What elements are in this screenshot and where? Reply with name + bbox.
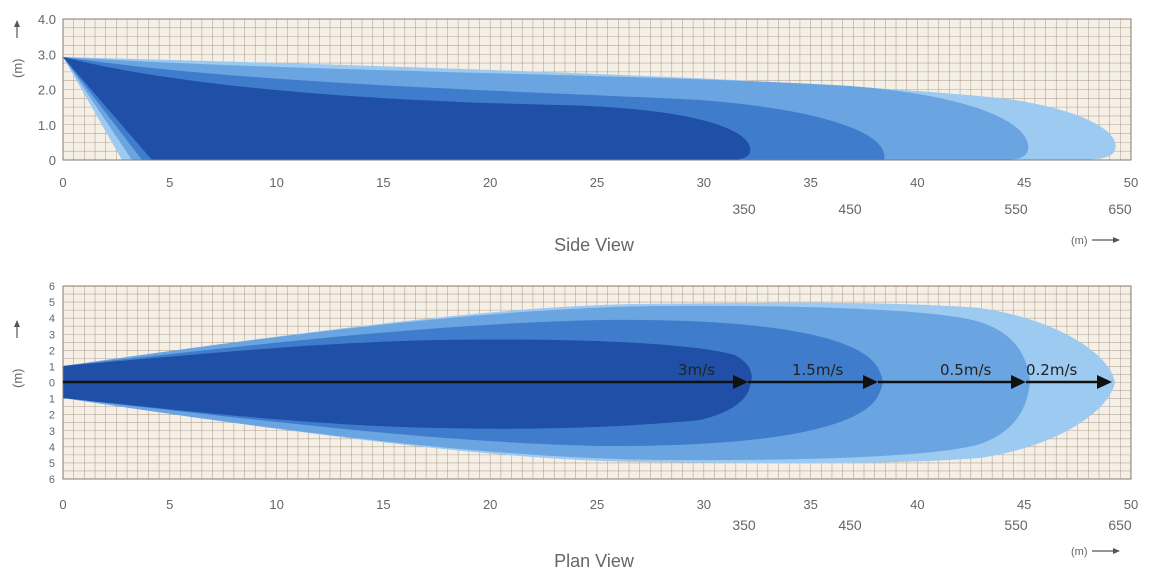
side-view-frame [62,18,1132,161]
secondary-tick-label: 350 [732,517,756,533]
plan-view-title: Plan View [554,551,635,571]
velocity-arrows [63,375,1112,389]
arrow-head-icon [863,375,878,389]
y-tick-label: 2.0 [38,83,56,98]
velocity-label-0-2m-s: 0.2m/s [1026,361,1078,379]
x-tick-label: 20 [483,175,497,190]
x-tick-label: 30 [697,497,711,512]
y-tick-label: 6 [49,474,55,486]
velocity-label-0-5m-s: 0.5m/s [940,361,992,379]
arrow-head-icon [14,320,20,327]
secondary-tick-label: 650 [1108,201,1132,217]
x-tick-label: 20 [483,497,497,512]
y-tick-label: 3 [49,329,55,341]
x-tick-label: 50 [1124,175,1138,190]
x-tick-label: 0 [59,175,66,190]
side-view-secondary-tick-labels: 350 450 550 650 [732,201,1132,217]
plan-view-secondary-tick-labels: 350 450 550 650 [732,517,1132,533]
side-view-y-axis-unit: (m) [10,20,25,78]
y-tick-label: 0 [49,378,55,390]
arrow-head-icon [1113,237,1120,243]
side-view-x-tick-labels: 0 5 10 15 20 25 30 35 40 45 50 [59,175,1138,190]
x-tick-label: 0 [59,497,66,512]
side-view-y-unit-label: (m) [10,59,25,79]
x-tick-label: 40 [910,497,924,512]
x-tick-label: 10 [269,497,283,512]
y-tick-label: 5 [49,297,55,309]
velocity-label-3m-s: 3m/s [678,361,715,379]
arrow-head-icon [14,20,20,27]
arrow-head-icon [1097,375,1112,389]
side-view-x-unit-label: (m) [1071,235,1088,247]
x-tick-label: 40 [910,175,924,190]
plan-view-y-unit-label: (m) [10,369,25,389]
secondary-tick-label: 450 [838,517,862,533]
x-tick-label: 45 [1017,497,1031,512]
zone-3-side [63,57,751,160]
secondary-tick-label: 350 [732,201,756,217]
secondary-tick-label: 550 [1004,201,1028,217]
x-tick-label: 15 [376,497,390,512]
side-view-panel: 4.0 3.0 2.0 1.0 0 0 5 10 15 20 25 30 35 40 45 50 350 45… [10,12,1138,255]
y-tick-label: 3.0 [38,47,56,62]
y-tick-label: 2 [49,410,55,422]
y-tick-label: 4.0 [38,12,56,27]
x-tick-label: 15 [376,175,390,190]
secondary-tick-label: 550 [1004,517,1028,533]
x-tick-label: 5 [166,497,173,512]
secondary-tick-label: 450 [838,201,862,217]
y-tick-label: 2 [49,345,55,357]
x-tick-label: 45 [1017,175,1031,190]
side-view-y-tick-labels: 4.0 3.0 2.0 1.0 0 [38,12,56,168]
x-tick-label: 35 [803,497,817,512]
x-tick-label: 25 [590,497,604,512]
x-tick-label: 25 [590,175,604,190]
y-tick-label: 1 [49,394,55,406]
plan-view-y-tick-labels: 6 5 4 3 2 1 0 1 2 3 4 5 6 [49,281,55,486]
y-tick-label: 4 [49,442,55,454]
y-tick-label: 1.0 [38,118,56,133]
x-tick-label: 5 [166,175,173,190]
velocity-label-1-5m-s: 1.5m/s [792,361,844,379]
x-tick-label: 35 [803,175,817,190]
plan-view-x-unit: (m) [1071,546,1120,558]
y-tick-label: 0 [49,153,56,168]
arrow-head-icon [1113,548,1120,554]
zone-3-plan [63,339,752,429]
plan-view-x-unit-label: (m) [1071,546,1088,558]
plan-view-panel: 3m/s 1.5m/s 0.5m/s 0.2m/s 6543210123456 … [10,281,1138,571]
y-tick-label: 6 [49,281,55,293]
side-view-throw-zones [63,57,1116,160]
side-view-x-unit: (m) [1071,235,1120,247]
side-view-title: Side View [554,235,635,255]
plan-view-y-axis-unit: (m) [10,320,25,388]
y-tick-label: 3 [49,426,55,438]
x-tick-label: 30 [697,175,711,190]
y-tick-label: 4 [49,313,55,325]
arrow-head-icon [1011,375,1026,389]
x-tick-label: 10 [269,175,283,190]
plan-view-x-tick-labels: 0 5 10 15 20 25 30 35 40 45 50 [59,497,1138,512]
arrow-head-icon [733,375,748,389]
y-tick-label: 5 [49,458,55,470]
secondary-tick-label: 650 [1108,517,1132,533]
y-tick-label: 1 [49,361,55,373]
x-tick-label: 50 [1124,497,1138,512]
